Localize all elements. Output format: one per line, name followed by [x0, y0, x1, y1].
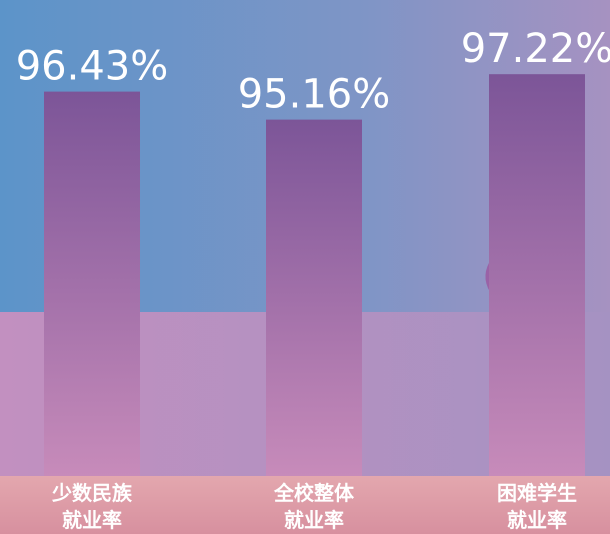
value-label: 97.22% — [461, 26, 610, 72]
bar — [489, 74, 585, 476]
label-strip — [0, 476, 610, 534]
category-label: 困难学生 — [497, 481, 577, 505]
value-label: 96.43% — [16, 44, 169, 90]
bar — [266, 119, 362, 477]
category-label: 就业率 — [284, 508, 344, 532]
category-label: 就业率 — [507, 508, 567, 532]
category-label: 全校整体 — [273, 481, 355, 505]
bar — [44, 91, 140, 476]
category-label: 就业率 — [62, 508, 122, 532]
category-label: 少数民族 — [51, 481, 133, 505]
value-label: 95.16% — [238, 72, 391, 118]
